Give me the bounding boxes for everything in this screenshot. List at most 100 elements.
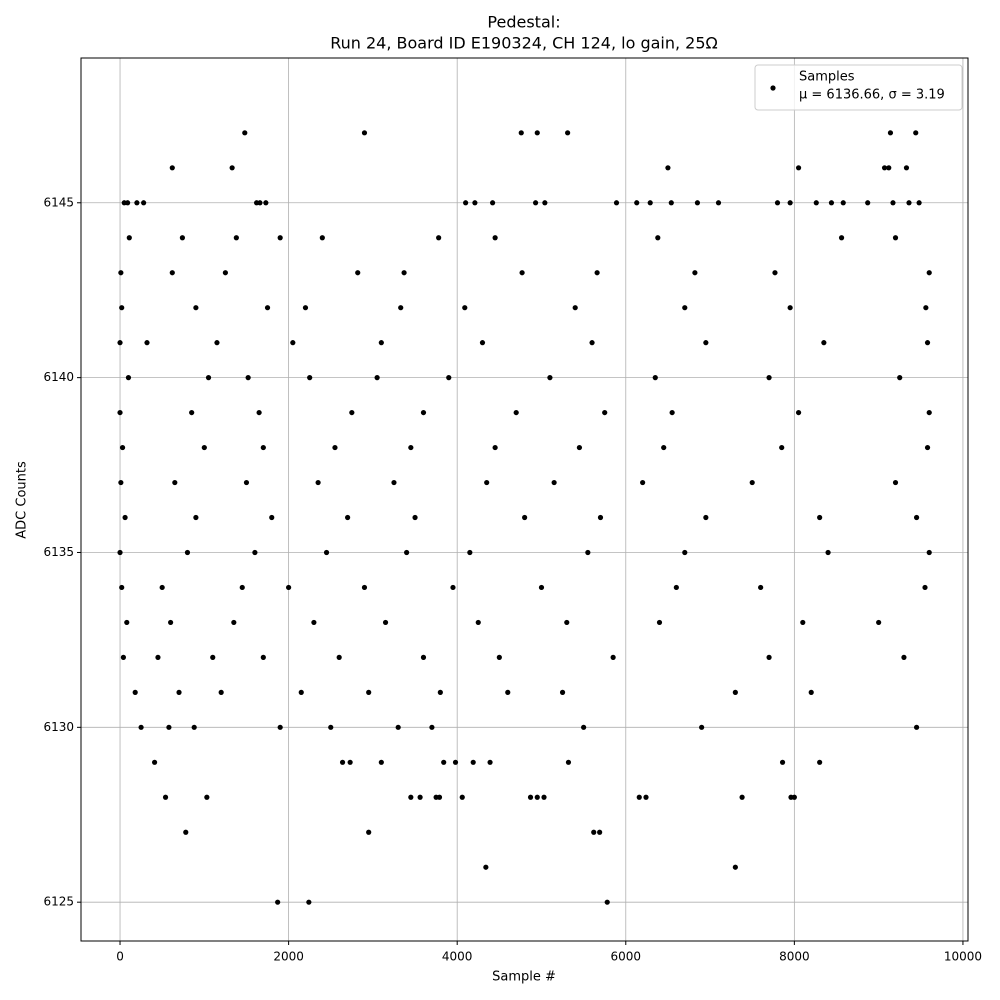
point (319, 235, 325, 241)
point (191, 724, 197, 730)
point (257, 200, 263, 206)
point (120, 654, 126, 660)
point (572, 305, 578, 311)
point (604, 899, 610, 905)
point (559, 689, 566, 695)
point (441, 759, 447, 765)
x-tick-label: 4000 (442, 950, 473, 964)
point (924, 444, 931, 451)
point (758, 584, 764, 591)
point (382, 619, 389, 626)
point (378, 759, 384, 765)
point (766, 654, 772, 660)
point (496, 654, 502, 660)
legend-label: Samples (799, 70, 855, 85)
point (591, 829, 597, 835)
point (315, 479, 321, 486)
point (652, 375, 658, 381)
x-tick-label: 8000 (779, 950, 810, 964)
point (243, 479, 250, 486)
legend-note: μ = 6136.66, σ = 3.19 (799, 88, 945, 103)
point (176, 689, 182, 695)
point (141, 200, 147, 206)
point (264, 305, 271, 311)
point (298, 689, 304, 695)
point (412, 514, 418, 521)
point (336, 654, 342, 660)
point (673, 584, 679, 591)
chart-title: Pedestal: (487, 13, 560, 32)
point (119, 584, 125, 591)
point (269, 514, 275, 521)
point (682, 305, 688, 311)
point (522, 514, 528, 521)
point (892, 235, 899, 241)
point (218, 689, 224, 695)
point (134, 200, 140, 206)
point (694, 200, 701, 206)
point (122, 514, 128, 521)
point (655, 235, 661, 241)
point (774, 200, 781, 206)
point (916, 200, 922, 206)
point (349, 409, 355, 416)
point (795, 165, 802, 171)
x-tick-label: 0 (116, 950, 124, 964)
point (887, 130, 894, 136)
chart-subtitle: Run 24, Board ID E190324, CH 124, lo gai… (330, 34, 718, 53)
point (417, 794, 423, 800)
point (118, 270, 124, 276)
point (791, 794, 797, 800)
point (668, 200, 674, 206)
point (117, 340, 123, 346)
point (117, 549, 123, 556)
point (828, 200, 835, 206)
point (565, 759, 572, 765)
point (210, 654, 216, 660)
point (201, 444, 207, 451)
point (766, 375, 772, 381)
point (462, 305, 468, 311)
point (613, 200, 620, 206)
point (277, 724, 283, 730)
point (401, 270, 407, 276)
point (339, 759, 346, 765)
point (565, 130, 571, 136)
point (479, 340, 486, 346)
point (532, 200, 539, 206)
point (408, 794, 414, 800)
point (125, 375, 132, 381)
y-tick-label: 6125 (43, 895, 74, 909)
point (452, 759, 459, 765)
point (361, 130, 368, 136)
point (260, 654, 266, 660)
point (865, 200, 871, 206)
point (581, 724, 587, 730)
point (204, 794, 210, 800)
point (450, 584, 456, 591)
legend-marker (770, 85, 776, 91)
point (594, 270, 600, 276)
point (564, 619, 570, 626)
point (739, 794, 745, 800)
point (260, 444, 266, 451)
point (817, 759, 823, 765)
point (505, 689, 511, 695)
point (252, 549, 258, 556)
point (420, 654, 427, 660)
point (277, 235, 283, 241)
plot-frame (80, 57, 969, 942)
point (311, 619, 317, 626)
point (692, 270, 698, 276)
point (355, 270, 361, 276)
point (551, 479, 557, 486)
y-tick-label: 6135 (43, 545, 74, 559)
point (913, 514, 920, 521)
point (275, 899, 281, 905)
point (470, 759, 476, 765)
point (541, 794, 547, 800)
point (534, 130, 540, 136)
point (703, 340, 709, 346)
point (408, 444, 414, 451)
